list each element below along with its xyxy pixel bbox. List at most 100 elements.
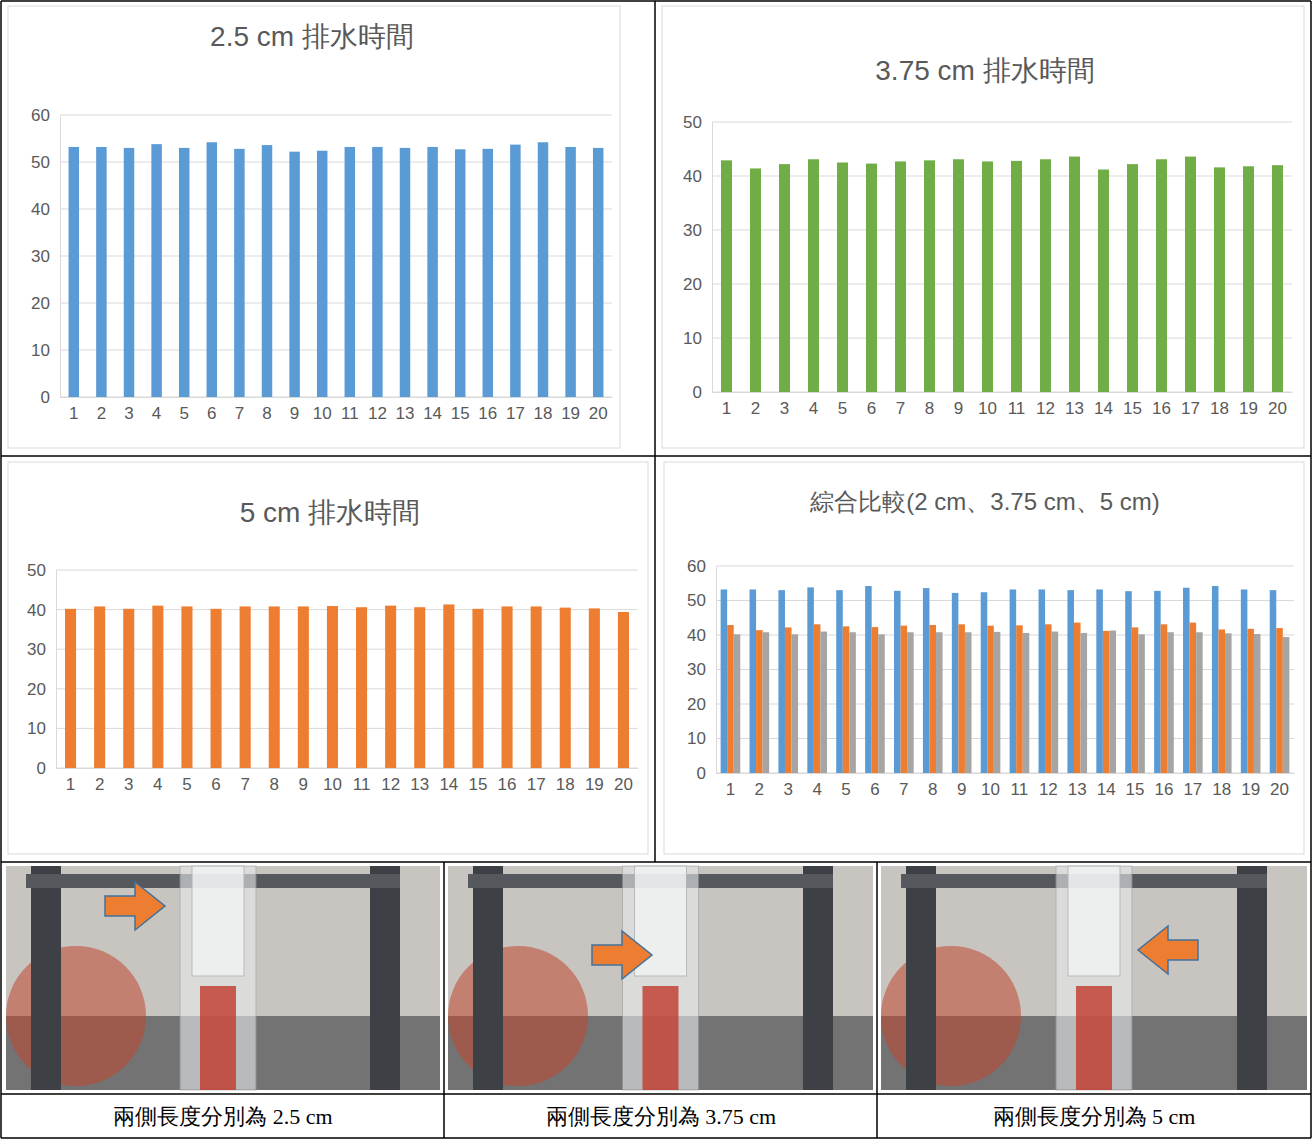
y-tick-label: 50: [687, 591, 706, 610]
bar: [836, 590, 843, 773]
table-border: [1, 1093, 1311, 1095]
x-tick-label: 17: [527, 775, 546, 794]
bar: [901, 626, 908, 773]
bar: [1214, 167, 1225, 392]
y-tick: 40: [27, 601, 56, 620]
x-tick: 2: [95, 768, 104, 794]
x-tick-label: 11: [1008, 399, 1026, 418]
bar: [895, 161, 906, 392]
grid-line: [60, 397, 612, 398]
table-borders: [1, 1, 1311, 1138]
x-axis: 1234567891011121314151617181920: [717, 773, 1295, 799]
x-tick: 17: [1181, 392, 1200, 418]
bar: [734, 634, 741, 773]
grid: [712, 122, 1292, 392]
bar: [965, 632, 972, 773]
x-tick: 5: [841, 773, 850, 799]
x-tick: 20: [589, 397, 608, 423]
bar: [865, 586, 872, 773]
photo-arrow: [592, 931, 652, 979]
y-axis-line: [712, 123, 713, 393]
x-tick-label: 2: [755, 780, 764, 799]
x-tick-label: 16: [478, 404, 497, 423]
x-tick: 3: [780, 392, 789, 418]
x-tick: 14: [439, 768, 458, 794]
bar: [1183, 588, 1190, 773]
photo-arrow: [105, 882, 165, 930]
y-tick: 10: [27, 719, 56, 738]
grid-line: [56, 649, 638, 650]
y-tick-label: 30: [31, 247, 50, 266]
x-tick-label: 3: [124, 775, 133, 794]
bar: [1098, 170, 1109, 392]
x-tick: 14: [1094, 392, 1113, 418]
bar: [510, 145, 520, 397]
bar: [560, 608, 571, 768]
bar: [94, 606, 105, 768]
grid-line: [60, 350, 612, 351]
x-tick-label: 14: [1094, 399, 1113, 418]
bar: [1225, 633, 1232, 773]
x-tick-label: 18: [1212, 780, 1231, 799]
x-tick-label: 14: [439, 775, 458, 794]
x-axis: 1234567891011121314151617181920: [713, 392, 1293, 418]
x-tick-label: 16: [498, 775, 517, 794]
x-tick-label: 20: [589, 404, 608, 423]
x-tick-label: 6: [207, 404, 216, 423]
y-tick-label: 50: [27, 561, 46, 580]
bar: [96, 147, 106, 397]
bar: [923, 588, 930, 773]
photo-blob: [6, 946, 146, 1086]
photo-pipe: [1237, 866, 1267, 1090]
table-border: [654, 1, 656, 862]
y-tick-label: 30: [27, 640, 46, 659]
y-tick: 30: [27, 640, 56, 659]
bar: [317, 151, 327, 397]
y-axis: 0102030405060: [31, 106, 60, 407]
bar: [924, 160, 935, 392]
bar: [179, 148, 189, 397]
x-tick: 19: [1241, 773, 1260, 799]
table-border: [443, 862, 445, 1138]
x-axis: 1234567891011121314151617181920: [61, 397, 613, 423]
photo-caption: 兩側長度分別為 3.75 cm: [546, 1104, 776, 1129]
bar: [1023, 633, 1030, 773]
x-tick: 1: [66, 768, 75, 794]
bar: [1067, 590, 1074, 773]
x-tick-label: 3: [784, 780, 793, 799]
x-tick-label: 2: [97, 404, 106, 423]
x-tick: 7: [235, 397, 244, 423]
x-tick-label: 9: [290, 404, 299, 423]
y-tick-label: 10: [687, 729, 706, 748]
x-tick-label: 9: [957, 780, 966, 799]
x-axis: 1234567891011121314151617181920: [57, 768, 639, 794]
bar: [1109, 631, 1116, 773]
bar: [593, 148, 603, 397]
bar: [372, 147, 382, 397]
grid-line: [712, 122, 1292, 123]
grid-line: [60, 209, 612, 210]
y-tick-label: 40: [683, 167, 702, 186]
y-tick: 10: [687, 729, 716, 748]
bar: [872, 627, 879, 773]
y-tick: 60: [687, 557, 716, 576]
bars: [69, 142, 604, 397]
x-tick-label: 6: [870, 780, 879, 799]
x-tick: 18: [534, 397, 553, 423]
photo-caption: 兩側長度分別為 5 cm: [993, 1104, 1196, 1129]
bars: [721, 157, 1283, 392]
x-tick-label: 1: [69, 404, 78, 423]
bar: [240, 606, 251, 768]
x-tick: 8: [925, 392, 934, 418]
x-tick-label: 3: [124, 404, 133, 423]
bar: [952, 593, 959, 773]
bar: [1154, 591, 1161, 773]
grid-line: [712, 338, 1292, 339]
grid: [60, 115, 612, 397]
bar: [849, 632, 856, 773]
photo-tube: [623, 866, 699, 1090]
bar: [721, 160, 732, 392]
x-tick-label: 2: [95, 775, 104, 794]
x-tick: 5: [182, 768, 191, 794]
photo-pipe: [370, 866, 400, 1090]
